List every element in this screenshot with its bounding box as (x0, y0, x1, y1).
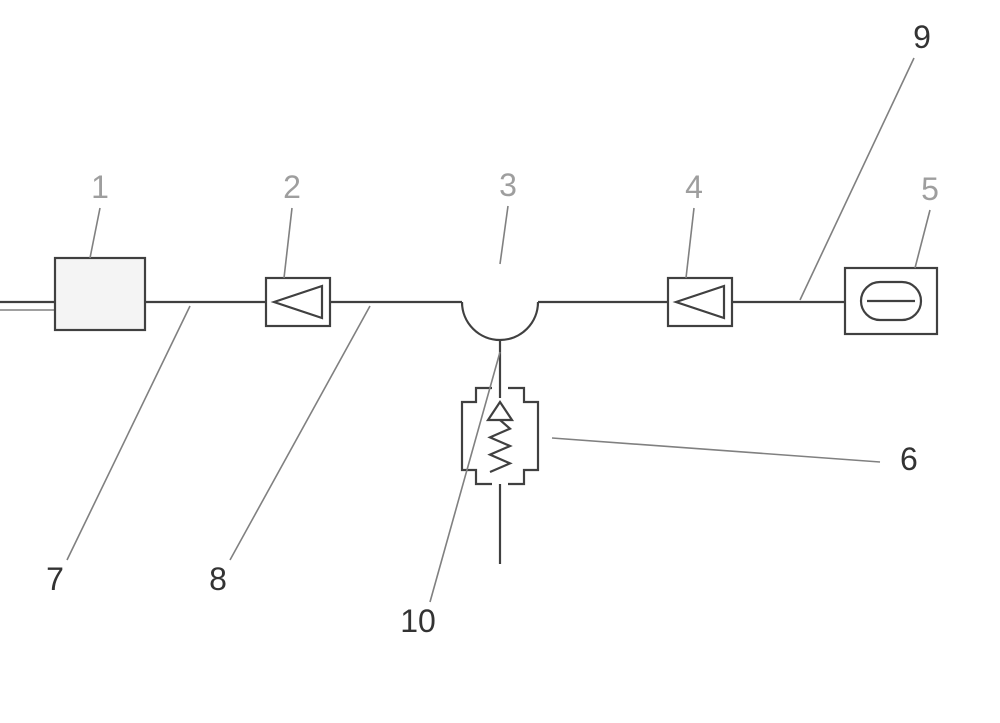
label-n7: 7 (46, 561, 64, 597)
lead-n2 (284, 208, 292, 278)
label-n2: 2 (283, 169, 301, 205)
label-n10: 10 (400, 603, 436, 639)
label-n1: 1 (91, 169, 109, 205)
relief-valve-6-spring-icon (490, 420, 510, 472)
lead-n9 (800, 58, 914, 300)
label-n8: 8 (209, 561, 227, 597)
lead-n3 (500, 206, 508, 264)
label-n4: 4 (685, 169, 703, 205)
lead-n5 (915, 210, 930, 268)
lead-n6 (552, 438, 880, 462)
component-1 (55, 258, 145, 330)
label-n3: 3 (499, 167, 517, 203)
label-n5: 5 (921, 171, 939, 207)
lead-n4 (686, 208, 694, 278)
lead-n1 (90, 208, 100, 258)
relief-valve-6-arrow-icon (488, 402, 512, 420)
tee-arc-3 (462, 302, 538, 340)
check-valve-4-triangle-icon (676, 286, 724, 318)
lead-n7 (67, 306, 190, 560)
lead-n8 (230, 306, 370, 560)
label-n9: 9 (913, 19, 931, 55)
lead-n10 (430, 352, 500, 602)
check-valve-2-triangle-icon (274, 286, 322, 318)
label-n6: 6 (900, 441, 918, 477)
